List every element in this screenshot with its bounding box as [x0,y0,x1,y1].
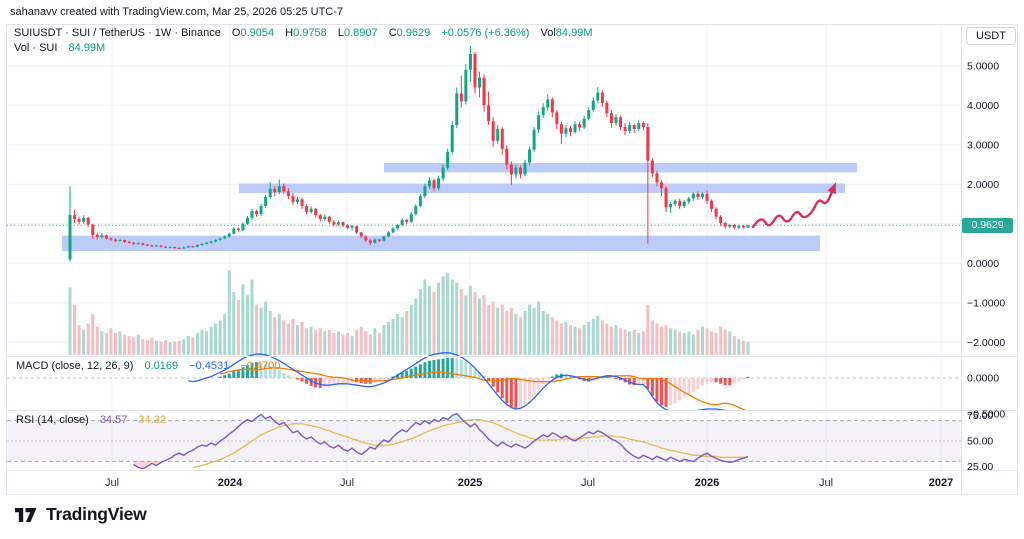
support-resistance-zones [62,162,857,252]
macd-axis-label: 0.0000 [967,373,999,385]
high-label: H [285,27,294,39]
tradingview-mark-icon [15,507,37,522]
time-axis-label: 2025 [458,477,482,489]
currency-badge[interactable]: USDT [966,27,1016,45]
price-axis-label: 2.0000 [967,179,999,191]
price-axis-label: −1.0000 [967,297,1005,309]
open-label: O [231,27,241,39]
symbol-legend: SUIUSDT · SUI / TetherUS · 1W · Binance … [14,27,593,39]
time-axis-label: 2027 [929,477,953,489]
low-label: L [337,27,344,39]
open-value: 0.9054 [240,27,275,39]
rsi-title[interactable]: RSI (14, close) [16,414,89,426]
rsi-axis-label: 25.00 [967,461,993,473]
high-value: 0.9758 [293,27,327,39]
close-value: 0.9629 [396,27,431,39]
trend-arrow-annotation[interactable] [751,182,836,229]
macd-legend: MACD (close, 12, 26, 9) 0.0169 −0.4531 −… [16,360,280,372]
symbol-title[interactable]: SUIUSDT · SUI / TetherUS · 1W · Binance [14,27,221,39]
macd-hist-value: 0.0169 [144,360,179,372]
attribution-text: sahanavv created with TradingView.com, M… [10,6,344,18]
pane-borders [6,24,1018,495]
tradingview-logo[interactable]: TradingView [13,504,147,525]
macd-title[interactable]: MACD (close, 12, 26, 9) [16,360,134,372]
volume-value: 84.99M [555,27,593,39]
time-axis-label: 2026 [695,477,719,489]
macd-axis-label: −0.5000 [967,409,1005,421]
rsi-value: 34.57 [99,414,128,426]
low-value: 0.8907 [343,27,378,39]
price-axis-label: 5.0000 [967,60,999,72]
volume-indicator-legend: Vol · SUI 84.99M [14,42,105,54]
volume-indicator-title[interactable]: Vol · SUI [14,42,58,54]
time-axis[interactable]: Jul 2024 Jul 2025 Jul 2026 Jul 2027 [105,477,953,489]
price-axis-label: 0.0000 [967,258,999,270]
price-axis-label: −2.0000 [967,337,1005,349]
price-axis-label: 3.0000 [967,139,999,151]
macd-signal-value: −0.4700 [240,360,281,372]
volume-series [68,270,750,355]
rsi-pane [7,412,961,470]
time-axis-label: Jul [581,477,595,489]
rsi-ma-value: 34.32 [138,414,166,426]
candlestick-series [68,46,750,262]
macd-line-value: −0.4531 [189,360,230,372]
price-axis-label: 4.0000 [967,100,999,112]
volume-indicator-value: 84.99M [68,42,106,54]
macd-pane [7,352,961,411]
volume-label: Vol [540,27,556,39]
time-axis-label: 2024 [218,477,243,489]
last-price-badge: 0.9629 [962,218,1013,233]
change-value: +0.0576 (+6.36%) [441,27,530,39]
rsi-axis-label: 50.00 [967,436,993,448]
price-axis[interactable]: 5.0000 4.0000 3.0000 2.0000 0.0000 −1.0000 −2.… [967,60,1005,473]
tradingview-logo-text: TradingView [46,504,147,524]
time-axis-label: Jul [340,477,354,489]
rsi-legend: RSI (14, close) 34.57 34.32 [16,414,166,426]
rsi-axis-label: 75.00 [967,410,993,422]
time-axis-label: Jul [105,477,119,489]
close-label: C [388,27,397,39]
time-axis-label: Jul [819,477,833,489]
